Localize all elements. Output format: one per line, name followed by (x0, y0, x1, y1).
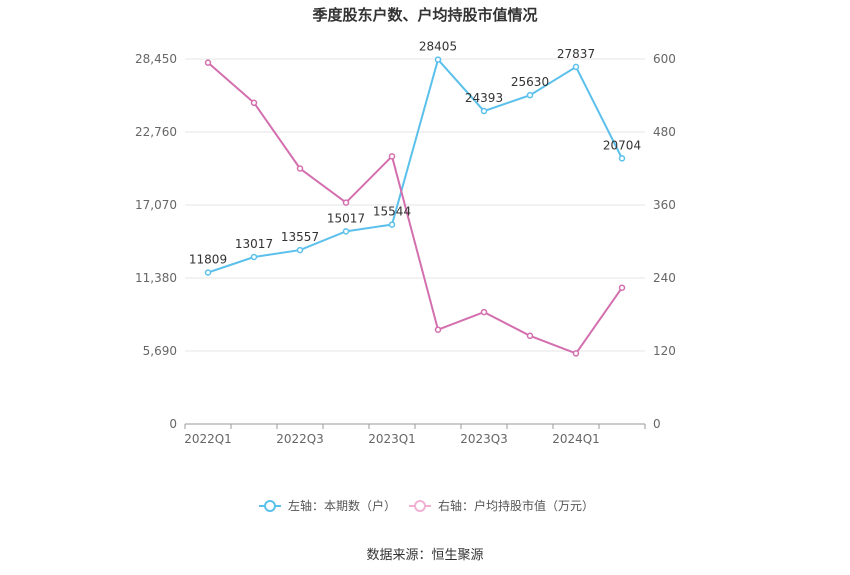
y-left-tick-label: 28,450 (135, 52, 177, 66)
data-point (526, 91, 534, 99)
legend-label: 右轴：户均持股市值（万元） (438, 498, 594, 513)
source-note: 数据来源：恒生聚源 (366, 548, 483, 563)
data-point (204, 59, 212, 66)
series-line-1 (207, 61, 623, 355)
x-tick-label: 2022Q3 (276, 432, 324, 446)
x-tick-label: 2022Q1 (184, 432, 232, 446)
data-point (526, 332, 534, 340)
series-lines (207, 57, 623, 355)
y-right-tick-label: 600 (653, 52, 676, 66)
data-label: 13017 (235, 237, 273, 251)
axes: 0 0 5,690 120 11,380 240 17,070 360 22,760 480 28,… (135, 52, 676, 446)
data-point (296, 246, 304, 254)
x-tick-label: 2024Q1 (552, 432, 600, 446)
data-point (388, 153, 396, 160)
y-right-tick-label: 240 (653, 271, 676, 285)
x-tick-label: 2023Q1 (368, 432, 416, 446)
data-point (342, 199, 350, 206)
data-point (572, 350, 580, 357)
y-left-tick-label: 22,760 (135, 125, 177, 139)
legend-marker (414, 500, 426, 512)
y-left-tick-label: 0 (169, 417, 177, 431)
x-tick-label: 2023Q3 (460, 432, 508, 446)
series-points (204, 56, 626, 357)
data-point (480, 107, 488, 115)
data-point (434, 56, 442, 63)
series-line-0 (207, 57, 623, 274)
data-label: 11809 (189, 252, 227, 266)
data-label: 15544 (373, 205, 411, 219)
data-point (342, 228, 350, 235)
data-point (434, 326, 442, 333)
chart-title: 季度股东户数、户均持股市值情况 (312, 6, 537, 24)
data-point (388, 221, 396, 228)
data-label: 24393 (465, 91, 503, 105)
y-right-tick-label: 480 (653, 125, 676, 139)
legend[interactable]: 左轴：本期数（户） 右轴：户均持股市值（万元） (259, 498, 594, 513)
legend-label: 左轴：本期数（户） (288, 498, 396, 513)
data-point (296, 165, 304, 172)
data-point (572, 63, 580, 71)
data-labels: 11809 13017 13557 15017 15544 28405 24393 25630… (189, 40, 641, 267)
data-point (618, 155, 626, 162)
data-label: 13557 (281, 230, 319, 244)
data-label: 20704 (603, 138, 641, 152)
y-right-tick-label: 120 (653, 344, 676, 358)
y-left-tick-label: 5,690 (143, 344, 177, 358)
data-label: 25630 (511, 75, 549, 89)
data-point (250, 99, 258, 107)
data-label: 28405 (419, 40, 457, 54)
data-label: 27837 (557, 47, 595, 61)
y-left-tick-label: 17,070 (135, 198, 177, 212)
data-point (618, 284, 626, 291)
data-point (480, 308, 488, 316)
legend-marker (264, 500, 276, 512)
y-left-tick-label: 11,380 (135, 271, 177, 285)
data-label: 15017 (327, 211, 365, 225)
y-right-tick-label: 0 (653, 417, 661, 431)
data-point (250, 253, 258, 261)
y-right-tick-label: 360 (653, 198, 676, 212)
data-point (204, 269, 212, 276)
